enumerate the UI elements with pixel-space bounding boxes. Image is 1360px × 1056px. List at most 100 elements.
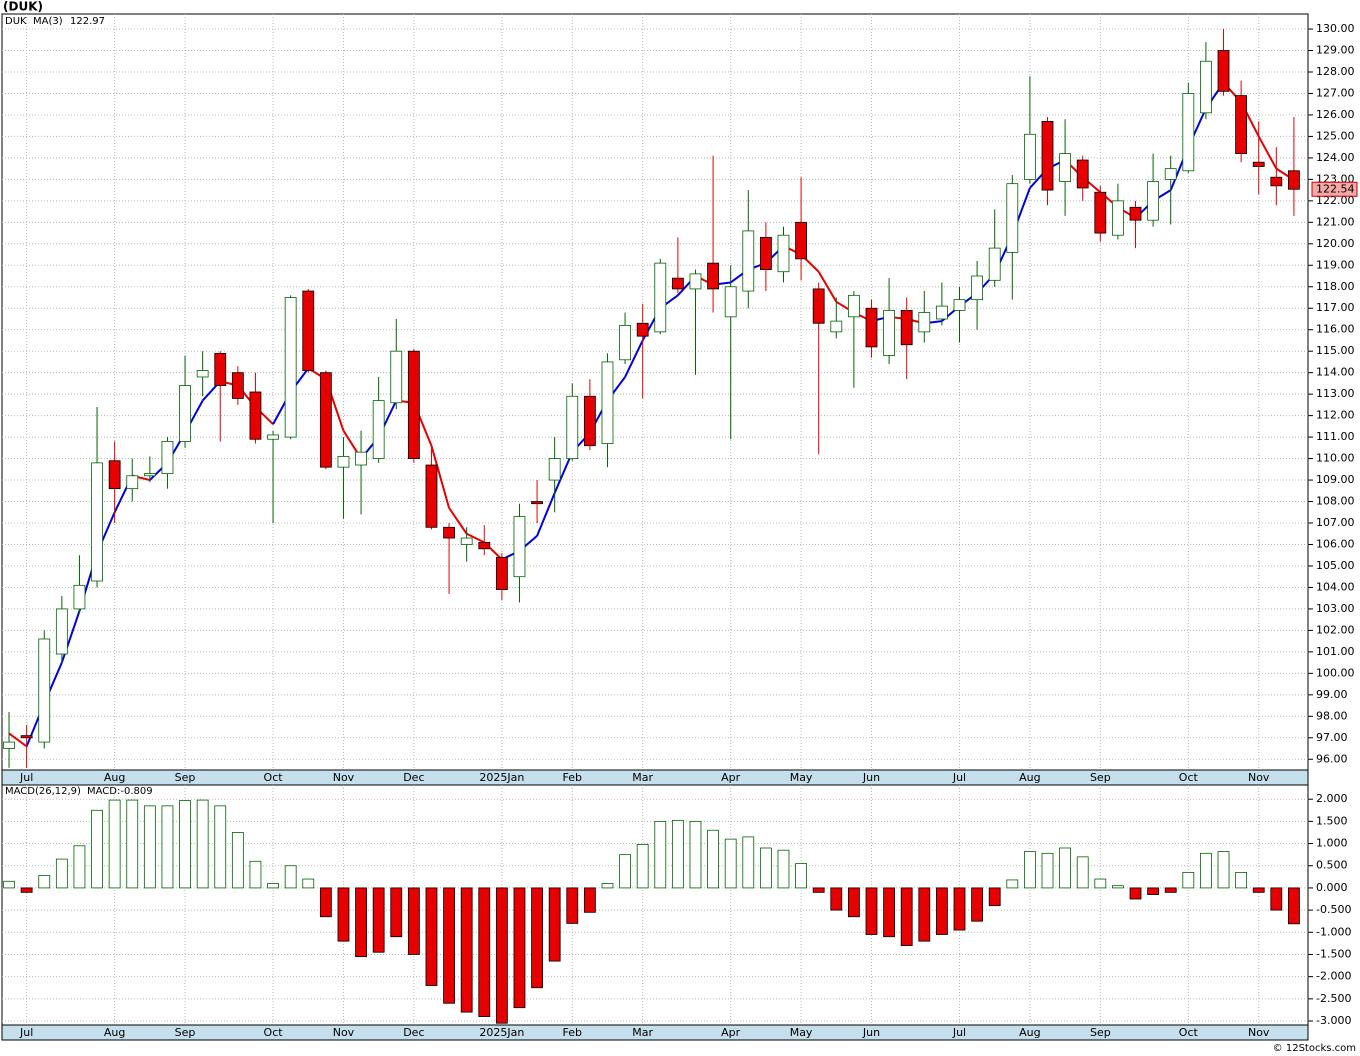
candle-body — [1059, 153, 1072, 182]
macd-bar — [795, 863, 807, 889]
candle-body — [513, 516, 526, 578]
y-tick-label: 119.00 — [1316, 258, 1355, 271]
macd-bar — [1182, 871, 1195, 889]
candle-body — [566, 395, 579, 459]
macd-bar — [372, 887, 385, 953]
last-price-label: 122.54 — [1316, 182, 1355, 195]
candle-body — [654, 262, 667, 333]
candle-body — [284, 297, 297, 438]
macd-bar — [1217, 851, 1230, 889]
macd-bar — [73, 845, 86, 889]
candle-body — [478, 541, 491, 550]
macd-bar — [20, 887, 33, 893]
macd-bar — [918, 887, 931, 942]
y-tick-label: -3.000 — [1316, 1014, 1351, 1027]
y-tick-label: -0.500 — [1316, 903, 1351, 916]
macd-bar — [91, 809, 103, 889]
macd-bar — [812, 887, 825, 893]
y-tick-label: 105.00 — [1316, 559, 1355, 572]
macd-bar — [1112, 885, 1124, 889]
ma-line-segment — [624, 340, 644, 378]
candle-body — [460, 537, 473, 545]
x-axis-band — [1, 769, 1309, 786]
y-tick-label: 126.00 — [1316, 108, 1355, 121]
y-tick-label: -2.000 — [1316, 970, 1351, 983]
y-tick-label: -1.500 — [1316, 947, 1351, 960]
macd-bar — [1252, 887, 1265, 893]
candle-body — [231, 372, 244, 399]
macd-bar — [1129, 887, 1142, 900]
macd-bar — [126, 799, 139, 889]
x-tick-label: Aug — [104, 771, 125, 784]
candle-body — [689, 273, 702, 290]
x-tick-label: Jul — [952, 771, 966, 784]
candle-body — [355, 451, 367, 466]
candle-body — [971, 275, 983, 301]
candle-body — [865, 307, 878, 348]
x-tick-label: Oct — [1179, 771, 1199, 784]
candle-body — [1270, 176, 1283, 187]
x-tick-label: Sep — [175, 1026, 196, 1039]
candle-body — [337, 456, 350, 468]
macd-bar — [724, 838, 737, 889]
y-tick-label: 1.000 — [1316, 837, 1348, 850]
candle-body — [214, 352, 227, 386]
macd-bar — [302, 878, 315, 889]
macd-bar — [478, 887, 491, 1017]
x-tick-label: Nov — [1248, 771, 1270, 784]
y-tick-label: 96.00 — [1316, 752, 1348, 765]
macd-bar — [830, 887, 843, 911]
candle-body — [935, 305, 948, 320]
candle-body — [267, 434, 279, 440]
candle-body — [425, 464, 438, 528]
macd-bar — [636, 844, 649, 889]
candle-body — [319, 372, 332, 468]
y-tick-label: 98.00 — [1316, 709, 1348, 722]
macd-bar — [214, 805, 227, 889]
macd-bar — [777, 849, 790, 889]
legend-value: MACD:-0.809 — [87, 786, 153, 797]
x-axis-band — [1, 1024, 1309, 1041]
macd-bar — [654, 820, 667, 889]
macd-bar — [284, 865, 297, 889]
x-tick-label: Nov — [333, 771, 355, 784]
y-tick-label: 106.00 — [1316, 537, 1355, 550]
candle-body — [196, 370, 209, 378]
y-tick-label: -1.000 — [1316, 925, 1351, 938]
candle-body — [900, 309, 913, 346]
candle-body — [161, 440, 174, 475]
candle-body — [531, 501, 543, 505]
x-tick-label: Jul — [952, 1026, 966, 1039]
y-tick-label: 110.00 — [1316, 452, 1355, 465]
candle-body — [1164, 168, 1177, 180]
candle-body — [390, 350, 403, 404]
x-tick-label: Mar — [632, 771, 653, 784]
macd-bar — [865, 887, 878, 935]
macd-bar — [495, 887, 508, 1024]
macd-bar — [161, 805, 174, 889]
candle-body — [830, 320, 843, 333]
macd-bar — [1006, 879, 1019, 889]
ma-line-segment — [1257, 135, 1278, 170]
macd-bar — [196, 799, 209, 889]
candle-body — [20, 735, 33, 739]
macd-bar — [1288, 887, 1300, 925]
macd-bar — [900, 887, 913, 946]
macd-bar — [38, 875, 51, 889]
x-tick-label: Sep — [1090, 771, 1111, 784]
legend-ma-value: 122.97 — [70, 16, 105, 27]
x-tick-label: Jun — [862, 771, 880, 784]
macd-bar — [953, 887, 966, 931]
y-tick-label: 113.00 — [1316, 387, 1355, 400]
candle-body — [1182, 93, 1195, 172]
macd-bar — [847, 887, 860, 918]
y-tick-label: 99.00 — [1316, 688, 1348, 701]
candle-body — [619, 325, 631, 361]
candle-body — [143, 473, 156, 477]
candle-body — [636, 322, 649, 337]
macd-bar — [390, 887, 403, 938]
macd-bar — [531, 887, 543, 989]
ma-line-segment — [430, 445, 451, 509]
y-tick-label: 100.00 — [1316, 666, 1355, 679]
candle-body — [953, 299, 966, 311]
